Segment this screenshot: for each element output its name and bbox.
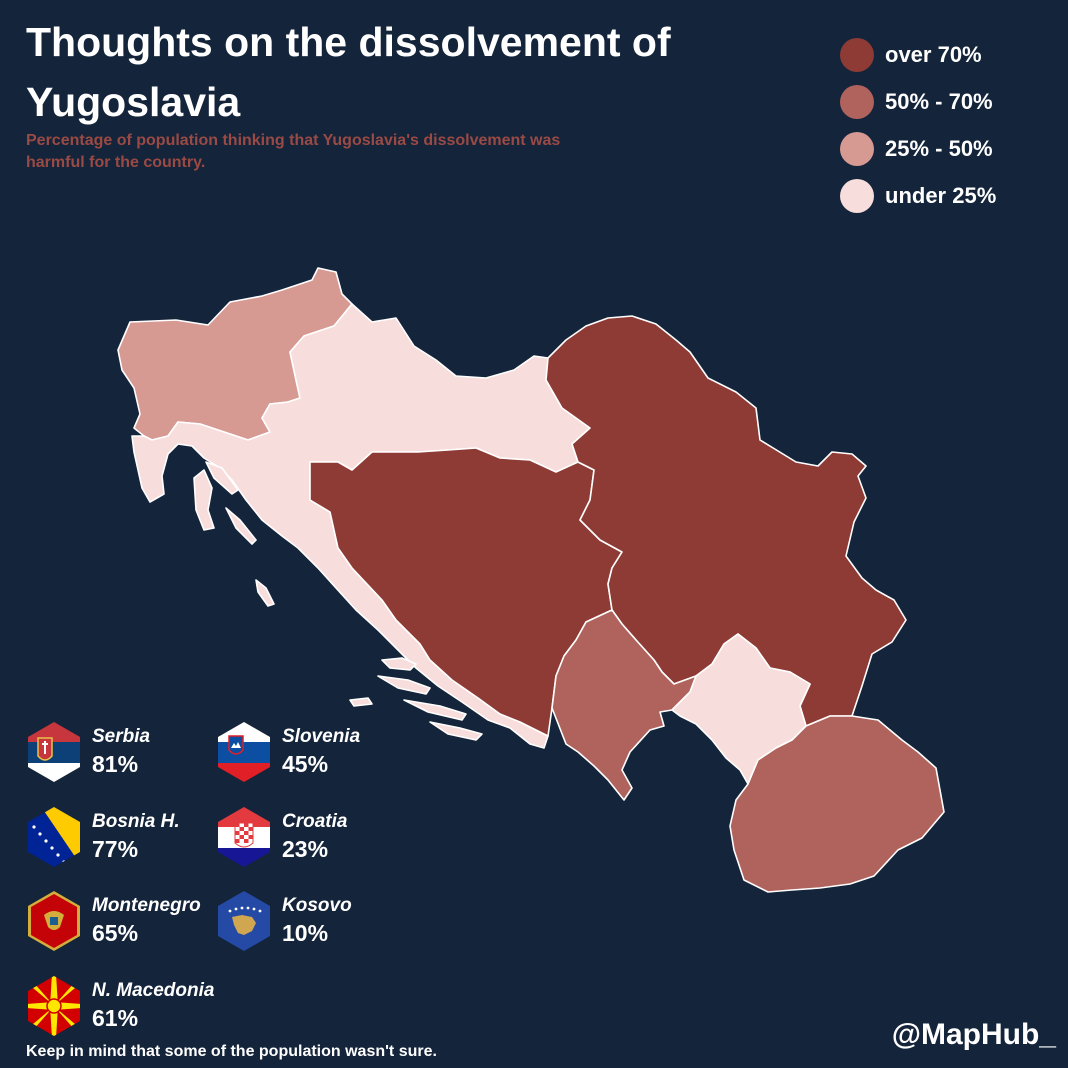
macedonia-flag-icon xyxy=(28,976,80,1036)
legend-label: 25% - 50% xyxy=(885,136,993,161)
country-value: 61% xyxy=(92,1005,139,1031)
croatia-flag-icon xyxy=(218,807,270,867)
legend-item-over-70: over 70% xyxy=(840,38,1040,72)
legend-swatch-under-25 xyxy=(840,179,874,213)
region-croatia-island-1 xyxy=(193,469,215,531)
kosovo-flag-icon xyxy=(218,891,270,951)
region-macedonia xyxy=(729,715,945,893)
stat-slovenia: Slovenia 45% xyxy=(216,720,360,784)
country-value: 77% xyxy=(92,836,139,862)
region-croatia-island-7 xyxy=(403,699,467,721)
country-value: 81% xyxy=(92,751,139,777)
legend-item-50-70: 50% - 70% xyxy=(840,85,1040,119)
country-name: Bosnia H. xyxy=(92,811,180,832)
legend-item-25-50: 25% - 50% xyxy=(840,132,1040,166)
legend-label: over 70% xyxy=(885,42,982,67)
country-name: Serbia xyxy=(92,726,151,747)
country-value: 23% xyxy=(282,836,329,862)
stat-macedonia: N. Macedonia 61% xyxy=(26,974,214,1038)
map-title: Thoughts on the dissolvement of Yugoslav… xyxy=(26,19,671,125)
country-value: 10% xyxy=(282,920,329,946)
region-croatia-island-6 xyxy=(377,675,431,695)
legend-swatch-50-70 xyxy=(840,85,874,119)
region-croatia-island-9 xyxy=(429,721,483,741)
region-montenegro xyxy=(551,609,697,801)
region-croatia-island-3 xyxy=(225,507,257,545)
country-name: Croatia xyxy=(282,811,348,832)
region-croatia-island-8 xyxy=(349,697,373,707)
legend: over 70% 50% - 70% 25% - 50% under 25% xyxy=(840,38,1040,226)
footnote: Keep in mind that some of the population… xyxy=(26,1043,437,1060)
slovenia-flag-icon xyxy=(218,722,270,782)
stat-montenegro: Montenegro 65% xyxy=(26,889,201,953)
bosnia-flag-icon xyxy=(28,807,80,867)
country-name: Montenegro xyxy=(92,895,201,916)
stat-croatia: Croatia 23% xyxy=(216,805,347,869)
region-croatia-island-4 xyxy=(255,579,275,607)
stat-kosovo: Kosovo 10% xyxy=(216,889,352,953)
legend-swatch-over-70 xyxy=(840,38,874,72)
legend-label: under 25% xyxy=(885,183,997,208)
legend-label: 50% - 70% xyxy=(885,89,993,114)
country-name: Kosovo xyxy=(282,895,352,916)
credit-handle: @MapHub_ xyxy=(891,1018,1056,1051)
region-croatia-island-5 xyxy=(381,657,417,671)
map-subtitle: Percentage of population thinking that Y… xyxy=(26,132,561,171)
country-name: Slovenia xyxy=(282,726,361,747)
country-value: 45% xyxy=(282,751,329,777)
stat-bosnia: Bosnia H. 77% xyxy=(26,805,180,869)
region-croatia-island-2 xyxy=(205,461,239,495)
stat-serbia: Serbia 81% xyxy=(26,720,150,784)
montenegro-flag-icon xyxy=(28,891,80,951)
serbia-flag-icon xyxy=(28,722,80,782)
legend-item-under-25: under 25% xyxy=(840,179,1040,213)
country-name: N. Macedonia xyxy=(92,980,215,1001)
legend-swatch-25-50 xyxy=(840,132,874,166)
country-value: 65% xyxy=(92,920,139,946)
